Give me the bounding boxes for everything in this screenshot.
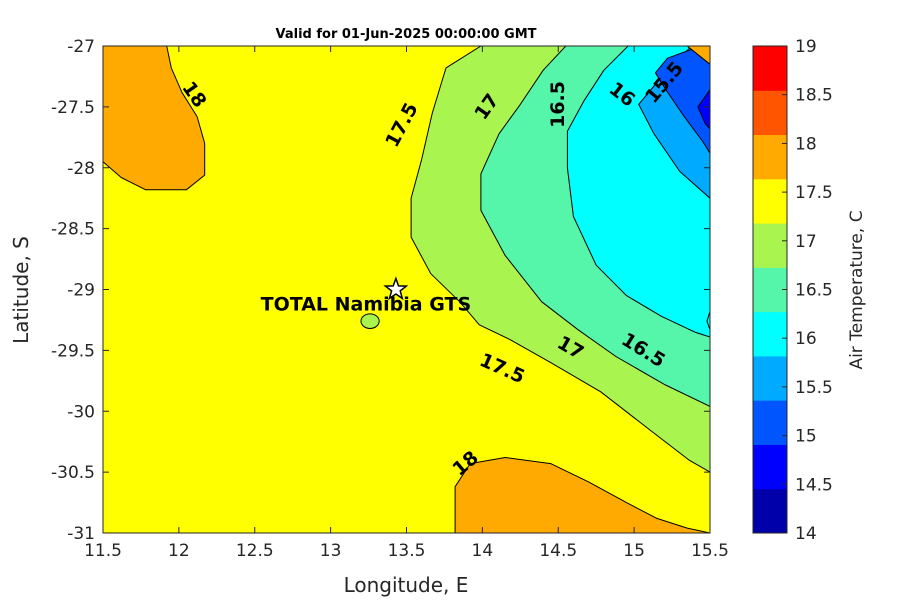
colorbar-tick-label-2: 15: [795, 427, 817, 447]
colorbar-swatch-8: [753, 134, 787, 180]
y-tick-label-7: -30.5: [51, 463, 95, 483]
colorbar: 14 14.5 15 15.5 16 16.5 17 17.5 18 18.5 19: [752, 37, 833, 544]
colorbar-swatch-4: [753, 311, 787, 357]
x-tick-label-2: 12.5: [236, 541, 274, 561]
site-marker-group: TOTAL Namibia GTS: [261, 276, 472, 316]
y-tick-label-6: -30: [67, 402, 95, 422]
colorbar-tick-label-7: 17.5: [795, 183, 833, 203]
x-tick-label-3: 13: [320, 541, 342, 561]
x-tick-label-5: 14: [472, 541, 494, 561]
contour-region-7: [103, 46, 206, 191]
colorbar-swatch-9: [753, 90, 787, 136]
x-tick-label-4: 13.5: [388, 541, 426, 561]
contour-region-5: [697, 89, 710, 130]
y-axis-label: Latitude, S: [9, 236, 33, 344]
colorbar-swatch-2: [753, 400, 787, 445]
x-tick-label-0: 11.5: [84, 541, 122, 561]
y-tick-label-1: -27.5: [51, 98, 95, 118]
contour-label-3: 16.5: [547, 81, 569, 128]
colorbar-swatch-1: [753, 444, 787, 490]
colorbar-tick-label-5: 16.5: [795, 281, 833, 301]
colorbar-tick-label-10: 19: [795, 37, 817, 57]
colorbar-tick-label-8: 18: [795, 134, 817, 154]
x-axis-ticks: 11.5 12 12.5 13 13.5 14 14.5 15 15.5: [84, 46, 729, 561]
colorbar-swatch-7: [753, 178, 787, 224]
colorbar-tick-label-4: 16: [795, 329, 817, 349]
colorbar-tick-label-6: 17: [795, 232, 817, 252]
y-tick-label-4: -29: [67, 281, 95, 301]
contour-region-8: [454, 457, 710, 533]
y-tick-label-0: -27: [67, 37, 95, 57]
contour-regions: [103, 46, 710, 533]
x-tick-label-1: 12: [168, 541, 190, 561]
colorbar-tick-label-1: 14.5: [795, 475, 833, 495]
x-tick-label-7: 15: [623, 541, 645, 561]
site-label: TOTAL Namibia GTS: [261, 294, 472, 316]
colorbar-tick-label-9: 18.5: [795, 86, 833, 106]
chart-title: Valid for 01-Jun-2025 00:00:00 GMT: [276, 27, 537, 42]
y-axis-ticks: -27 -27.5 -28 -28.5 -29 -29.5 -30 -30.5 -31: [51, 37, 710, 544]
y-tick-label-3: -28.5: [51, 220, 95, 240]
y-tick-label-2: -28: [67, 159, 95, 179]
contour-region-4: [654, 46, 710, 154]
colorbar-tick-label-0: 14: [795, 524, 817, 544]
contour-region-6: [706, 310, 710, 331]
y-tick-label-8: -31: [67, 524, 95, 544]
colorbar-swatch-5: [753, 267, 787, 313]
y-tick-label-5: -29.5: [51, 341, 95, 361]
contour-region-9: [360, 313, 380, 329]
x-tick-label-6: 14.5: [539, 541, 577, 561]
colorbar-label: Air Temperature, C: [847, 210, 867, 369]
x-tick-label-8: 15.5: [691, 541, 729, 561]
contour-region-10: [686, 46, 710, 65]
plot-area: [103, 46, 710, 533]
site-star-icon: [383, 276, 409, 301]
colorbar-swatch-0: [753, 488, 787, 534]
x-axis-label: Longitude, E: [344, 573, 469, 597]
colorbar-swatch-3: [753, 355, 787, 401]
colorbar-swatch-6: [753, 223, 787, 268]
colorbar-swatch-10: [753, 46, 787, 91]
colorbar-tick-label-3: 15.5: [795, 378, 833, 398]
